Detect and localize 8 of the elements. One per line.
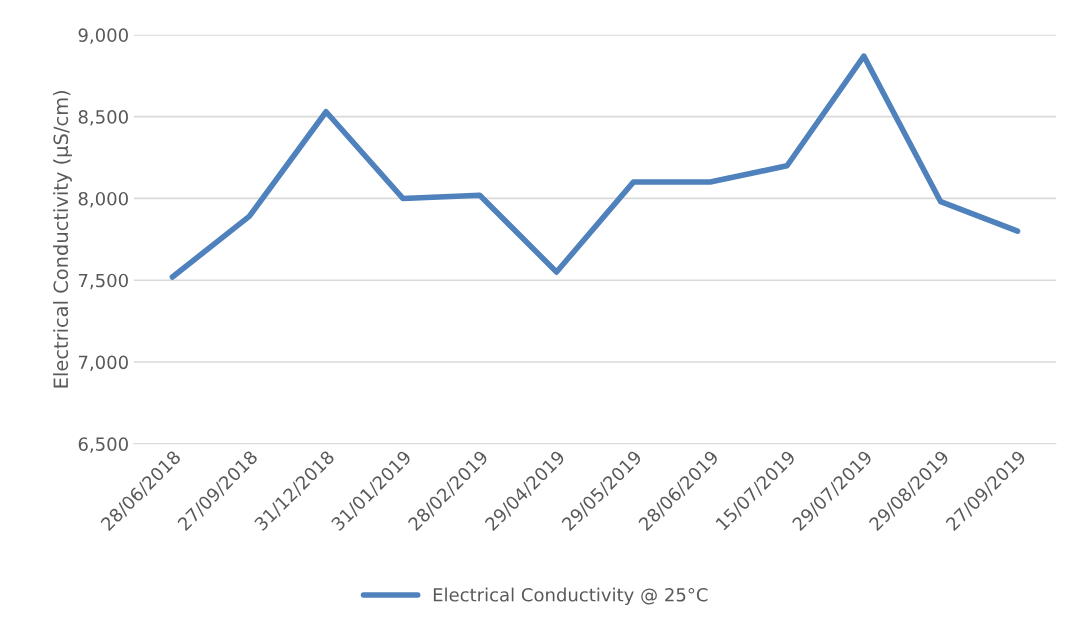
y-tick-label: 8,500 (78, 110, 128, 126)
legend-label: Electrical Conductivity @ 25°C (433, 587, 708, 606)
y-tick-label: 8,000 (78, 191, 128, 208)
y-axis-title: Electrical Conductivity (µS/cm) (53, 91, 72, 388)
y-tick-label: 7,500 (78, 273, 128, 290)
y-tick-label: 6,500 (78, 437, 128, 453)
y-tick-label: 7,000 (78, 355, 128, 371)
y-tick-label: 9,000 (78, 28, 128, 44)
